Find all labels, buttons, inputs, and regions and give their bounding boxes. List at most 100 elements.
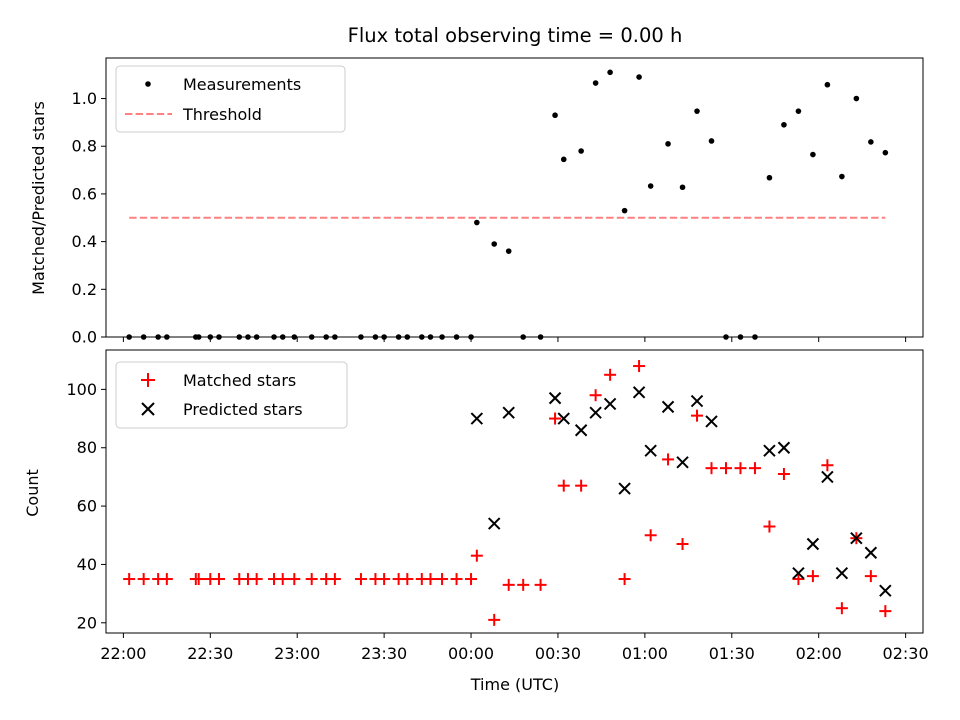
x-tick-label: 01:30 xyxy=(709,644,755,663)
measurement-point xyxy=(636,74,642,80)
x-tick-label: 23:30 xyxy=(361,644,407,663)
x-axis-label: Time (UTC) xyxy=(470,675,559,694)
top-panel: Flux total observing time = 0.00 h Match… xyxy=(29,24,924,347)
matched-star-point xyxy=(450,573,463,586)
matched-star-point xyxy=(502,578,515,591)
matched-star-point xyxy=(691,409,704,422)
matched-star-point xyxy=(835,602,848,615)
measurement-point xyxy=(505,248,512,254)
predicted-star-point xyxy=(864,546,878,559)
bottom-y-tick-label: 100 xyxy=(66,380,97,399)
predicted-star-point xyxy=(557,412,570,425)
legend-matched-marker xyxy=(141,373,155,387)
predicted-star-point xyxy=(603,397,617,411)
measurement-point xyxy=(868,139,874,145)
matched-star-point xyxy=(517,578,530,591)
predicted-star-point xyxy=(618,482,631,495)
measurement-point xyxy=(552,112,558,119)
measurement-point xyxy=(665,141,671,147)
predicted-star-point xyxy=(470,412,484,425)
predicted-star-point xyxy=(850,531,863,545)
predicted-star-point xyxy=(661,400,675,414)
matched-star-point xyxy=(676,538,689,551)
legend-threshold-label: Threshold xyxy=(182,105,262,124)
matched-star-point xyxy=(575,479,588,492)
matched-star-point xyxy=(618,573,631,586)
top-legend: Measurements Threshold xyxy=(115,65,346,133)
measurement-point xyxy=(679,184,686,191)
bottom-x-ticks: 22:00 22:30 23:00 23:30 00:00 00:30 01:00 01:30… xyxy=(100,633,929,663)
predicted-star-point xyxy=(574,424,588,437)
matched-star-point xyxy=(465,573,478,586)
measurement-point xyxy=(607,69,613,76)
predicted-star-point xyxy=(690,394,704,408)
measurement-point xyxy=(578,148,584,154)
predicted-star-point xyxy=(821,470,834,484)
predicted-star-point xyxy=(589,406,602,419)
bottom-y-tick-label: 80 xyxy=(77,438,97,457)
matched-star-point xyxy=(354,573,367,586)
matched-star-point xyxy=(378,573,391,586)
matched-star-point xyxy=(123,573,136,586)
matched-star-point xyxy=(705,462,718,475)
matched-star-point xyxy=(488,613,501,626)
x-tick-label: 02:00 xyxy=(796,644,842,663)
bottom-plot-frame xyxy=(105,349,924,634)
measurement-point xyxy=(795,108,802,114)
matched-star-point xyxy=(806,570,819,583)
measurement-point xyxy=(560,156,567,163)
measurement-point xyxy=(708,138,715,144)
measurement-point xyxy=(592,80,599,86)
matched-star-point xyxy=(436,573,449,586)
matched-star-point xyxy=(589,389,602,402)
measurement-point xyxy=(853,95,860,102)
measurement-point xyxy=(810,151,816,158)
measurement-point xyxy=(474,219,480,226)
bottom-y-axis-label: Count xyxy=(23,469,42,517)
matched-star-point xyxy=(777,467,790,480)
matched-star-point xyxy=(534,578,547,591)
bottom-y-tick-label: 40 xyxy=(77,555,97,574)
x-tick-label: 22:00 xyxy=(100,644,146,663)
matched-star-point xyxy=(821,459,834,472)
matched-star-point xyxy=(424,573,437,586)
predicted-star-point xyxy=(806,537,820,551)
matched-star-point xyxy=(662,453,675,466)
chart-title: Flux total observing time = 0.00 h xyxy=(348,24,683,47)
measurement-point xyxy=(781,121,787,128)
matched-star-point xyxy=(212,573,225,586)
predicted-star-point xyxy=(676,456,689,469)
matched-star-point xyxy=(137,573,150,586)
top-plot-frame xyxy=(105,57,924,338)
predicted-star-point xyxy=(502,406,515,419)
matched-star-point xyxy=(748,462,761,475)
matched-star-point xyxy=(792,573,805,586)
x-tick-label: 00:00 xyxy=(448,644,494,663)
predicted-star-point xyxy=(644,444,657,457)
matched-star-point xyxy=(604,368,617,381)
matched-star-point xyxy=(288,573,301,586)
matched-star-point xyxy=(276,573,289,586)
legend-measurements-label: Measurements xyxy=(183,75,301,94)
matched-star-point xyxy=(328,573,341,586)
legend-predicted-marker xyxy=(141,402,155,416)
matched-star-point xyxy=(633,360,646,373)
predicted-star-point xyxy=(705,415,718,428)
measurement-point xyxy=(839,173,845,180)
bottom-legend: Matched stars Predicted stars xyxy=(115,361,348,429)
measurement-point xyxy=(824,81,831,88)
matched-star-point xyxy=(644,529,657,542)
x-tick-label: 23:00 xyxy=(274,644,320,663)
bottom-plot-area xyxy=(123,360,892,626)
legend-matched-label: Matched stars xyxy=(183,371,296,390)
top-y-ticks: 0.0 0.2 0.4 0.6 0.8 1.0 xyxy=(72,89,106,347)
bottom-y-ticks: 20 40 60 80 100 xyxy=(66,380,106,632)
matched-star-point xyxy=(401,573,414,586)
measurement-point xyxy=(621,207,628,214)
top-y-tick-label: 0.8 xyxy=(72,137,97,156)
measurement-point xyxy=(647,183,654,189)
matched-star-point xyxy=(763,520,776,533)
predicted-star-point xyxy=(632,386,646,399)
top-y-axis-label: Matched/Predicted stars xyxy=(29,101,48,295)
